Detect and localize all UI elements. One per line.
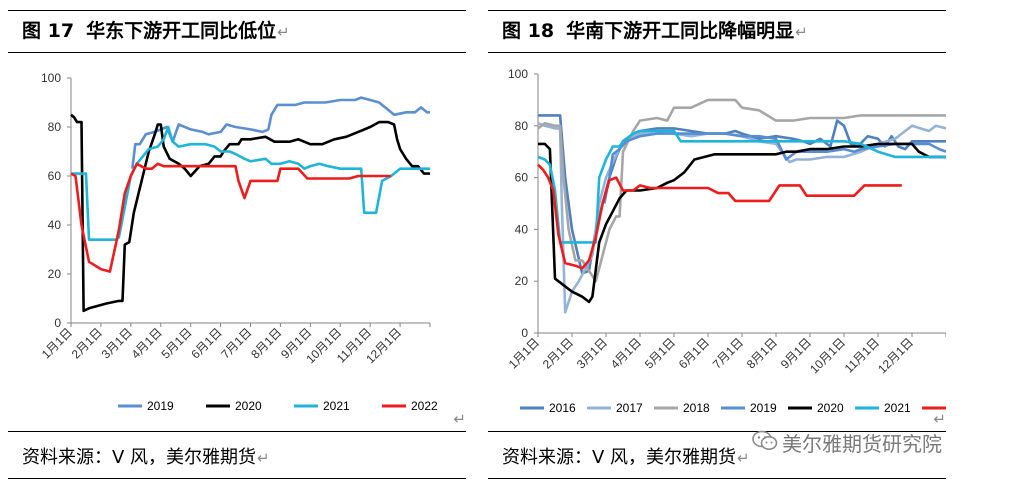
legend-label-2021: 2021 bbox=[323, 399, 350, 413]
x-tick-label: 1月1日 bbox=[506, 335, 542, 371]
x-tick-label: 10月1日 bbox=[807, 335, 848, 376]
paragraph-mark: ↵ bbox=[277, 23, 290, 41]
top-rule bbox=[8, 10, 466, 11]
x-tick-label: 2月1日 bbox=[69, 325, 105, 361]
x-tick-label: 8月1日 bbox=[248, 325, 284, 361]
x-tick-label: 2月1日 bbox=[540, 335, 576, 371]
legend-label-2021: 2021 bbox=[884, 401, 911, 415]
y-tick-label: 40 bbox=[48, 218, 62, 232]
y-tick-label: 40 bbox=[515, 222, 529, 236]
x-tick-label: 4月1日 bbox=[608, 335, 644, 371]
paragraph-mark: ↵ bbox=[933, 410, 946, 428]
legend-label-2017: 2017 bbox=[616, 401, 643, 415]
title-rule bbox=[8, 52, 466, 53]
line-chart-east-china: 0 20 40 60 80 100 1月1日2月1日3月1日4月1日5月1日6月1日7月1日… bbox=[39, 71, 438, 413]
source-rule bbox=[8, 431, 466, 432]
wechat-icon bbox=[752, 430, 778, 456]
figure-title-text: 华南下游开工同比降幅明显 bbox=[566, 20, 795, 42]
legend-label-2022: 2022 bbox=[411, 399, 438, 413]
title-rule bbox=[488, 52, 946, 53]
source-note: 资料来源：V 风，美尔雅期货↵ bbox=[502, 443, 750, 469]
y-tick-label: 80 bbox=[515, 119, 529, 133]
x-tick-label: 5月1日 bbox=[642, 335, 678, 371]
y-tick-label: 80 bbox=[48, 120, 62, 134]
top-rule bbox=[488, 10, 946, 11]
series-line-2022 bbox=[70, 162, 392, 273]
x-tick-label: 12月1日 bbox=[875, 335, 916, 376]
y-tick-label: 0 bbox=[521, 326, 528, 340]
x-tick-label: 3月1日 bbox=[574, 335, 610, 371]
y-tick-label: 20 bbox=[515, 274, 529, 288]
legend-label-2018: 2018 bbox=[683, 401, 710, 415]
series-line-2022 bbox=[537, 163, 902, 270]
bottom-rule bbox=[488, 478, 946, 479]
legend-label-2019: 2019 bbox=[750, 401, 777, 415]
figure-title: 图 17 华东下游开工同比低位↵ bbox=[22, 16, 290, 43]
x-tick-label: 1月1日 bbox=[39, 325, 75, 361]
y-tick-label: 60 bbox=[515, 171, 529, 185]
source-text: 资料来源：V 风，美尔雅期货 bbox=[22, 447, 257, 468]
x-tick-label: 4月1日 bbox=[129, 325, 165, 361]
y-tick-label: 20 bbox=[48, 267, 62, 281]
x-tick-label: 7月1日 bbox=[710, 335, 746, 371]
x-tick-label: 3月1日 bbox=[99, 325, 135, 361]
series-line-2018 bbox=[537, 98, 946, 283]
figure-title-text: 华东下游开工同比低位 bbox=[86, 20, 277, 42]
x-tick-label: 6月1日 bbox=[676, 335, 712, 371]
paragraph-mark: ↵ bbox=[795, 23, 808, 41]
line-chart-south-china: 0 20 40 60 80 100 1月1日2月1日3月1日4月1日5月1日6月1日7月1日… bbox=[506, 67, 946, 415]
source-text: 资料来源：V 风，美尔雅期货 bbox=[502, 447, 737, 468]
paragraph-mark: ↵ bbox=[737, 449, 750, 467]
x-tick-label: 6月1日 bbox=[188, 325, 224, 361]
x-tick-label: 8月1日 bbox=[744, 335, 780, 371]
watermark: 美尔雅期货研究院 bbox=[752, 428, 942, 457]
legend-label-2016: 2016 bbox=[549, 401, 576, 415]
figure-number: 图 17 bbox=[22, 20, 75, 42]
legend-label-2020: 2020 bbox=[817, 401, 844, 415]
source-rule bbox=[488, 431, 946, 432]
x-tick-label: 11月1日 bbox=[842, 335, 882, 375]
watermark-text: 美尔雅期货研究院 bbox=[782, 432, 942, 456]
paragraph-mark: ↵ bbox=[453, 410, 466, 428]
chart-panel-east-china: 图 17 华东下游开工同比低位↵ 0 20 40 60 80 100 1月1日 2月1日 3月1日… bbox=[8, 0, 466, 490]
series-line-2019 bbox=[131, 96, 430, 169]
paragraph-mark: ↵ bbox=[257, 449, 270, 467]
series-line-2020 bbox=[70, 113, 430, 313]
series-line-2020 bbox=[538, 142, 946, 304]
x-tick-label: 7月1日 bbox=[218, 325, 254, 361]
source-note: 资料来源：V 风，美尔雅期货↵ bbox=[22, 443, 270, 469]
legend-label-2020: 2020 bbox=[235, 399, 262, 413]
x-tick-label: 5月1日 bbox=[158, 325, 194, 361]
y-tick-label: 60 bbox=[48, 169, 62, 183]
legend-label-2019: 2019 bbox=[147, 399, 174, 413]
y-tick-label: 100 bbox=[508, 67, 528, 81]
figure-number: 图 18 bbox=[502, 20, 555, 42]
y-tick-label: 100 bbox=[41, 71, 61, 85]
y-tick-label: 0 bbox=[54, 316, 61, 330]
series-line-2021 bbox=[537, 129, 946, 244]
figure-title: 图 18 华南下游开工同比降幅明显↵ bbox=[502, 16, 808, 43]
bottom-rule bbox=[8, 478, 466, 479]
chart-panel-south-china: 图 18 华南下游开工同比降幅明显↵ 0 20 40 60 80 100 1月1日 2月1日 3月… bbox=[488, 0, 946, 490]
